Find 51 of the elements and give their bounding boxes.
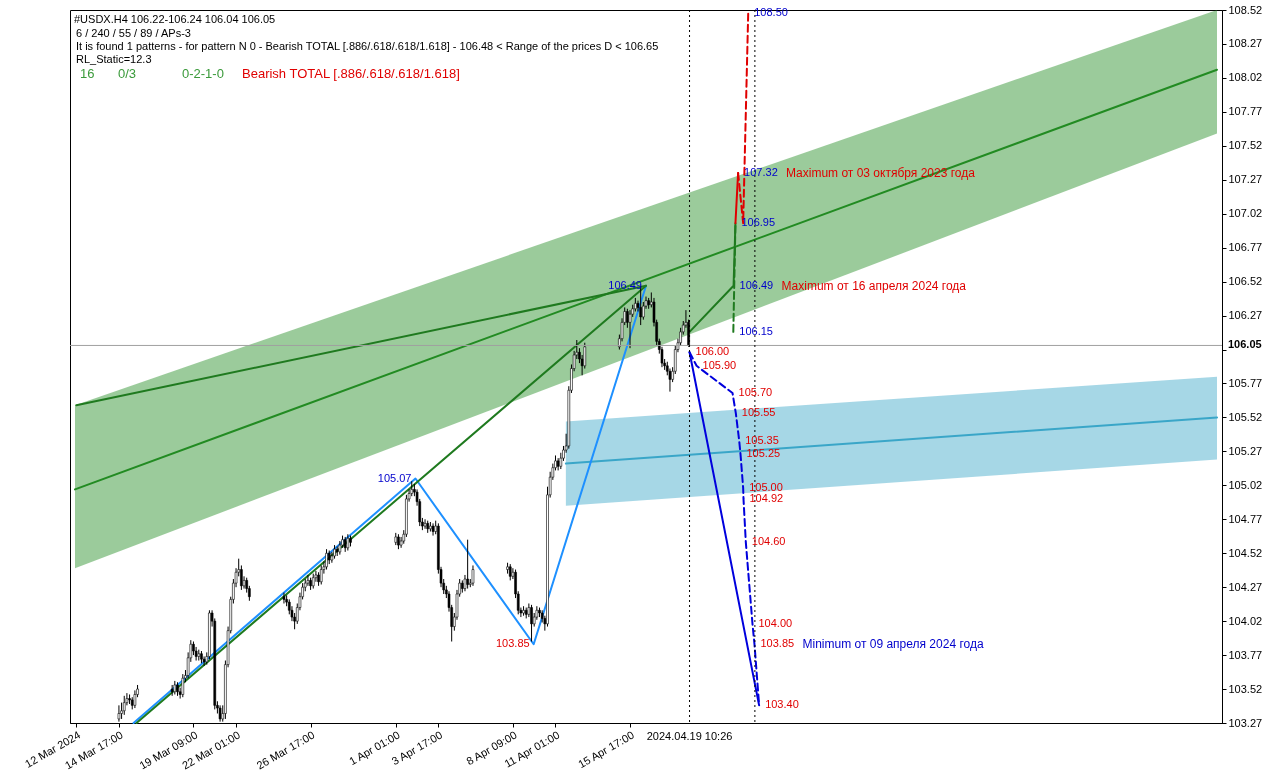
annotation: 105.25 <box>746 447 781 460</box>
y-tick-label: 107.77 <box>1228 105 1263 118</box>
annotation: 106.95 <box>741 216 776 229</box>
annotation: 103.85 <box>496 637 530 650</box>
annotation: 107.32 <box>744 165 778 178</box>
annotation: 105.55 <box>741 406 776 419</box>
y-tick-label: 103.77 <box>1228 648 1263 661</box>
annotation: 103.40 <box>765 698 799 711</box>
annotation: 104.60 <box>751 535 786 548</box>
annotation: 16 <box>80 66 95 81</box>
annotation: 105.90 <box>702 358 737 371</box>
annotation: 105.70 <box>738 385 773 398</box>
annotation: 105.35 <box>745 433 779 446</box>
annotation: 6 / 240 / 55 / 89 / APs-3 <box>76 27 191 39</box>
y-tick-label: 108.52 <box>1228 3 1263 16</box>
annotation: 106.49 <box>739 278 774 291</box>
annotation: 104.00 <box>758 616 793 629</box>
annotation: 105.07 <box>377 471 412 484</box>
annotation: RL_Static=12.3 <box>76 53 152 65</box>
y-tick-label: 106.52 <box>1228 275 1263 288</box>
y-tick-label: 108.02 <box>1228 71 1263 84</box>
y-tick-label: 107.27 <box>1228 173 1263 186</box>
annotation: Minimum от 09 апреля 2024 года <box>802 637 984 652</box>
annotation: 0/3 <box>118 66 137 81</box>
y-tick-label: 105.27 <box>1228 444 1263 457</box>
y-tick-label: 108.27 <box>1228 37 1263 50</box>
annotation: 104.92 <box>749 491 784 504</box>
annotation: 103.85 <box>760 637 795 650</box>
annotation: 105.00 <box>749 481 783 494</box>
y-tick-label: 105.02 <box>1228 478 1263 491</box>
y-tick-label: 104.27 <box>1228 580 1263 593</box>
annotation: It is found 1 patterns - for pattern N 0 - Bearish TOTAL [.886/.618/.618/1.618] - 106.48 < Range of the prices D < 106.65 <box>76 40 659 52</box>
chart-title: #USDX.H4 106.22-106.24 106.04 106.05 <box>74 13 276 25</box>
y-tick-label: 106.77 <box>1228 241 1263 254</box>
annotation: Bearish TOTAL [.886/.618/.618/1.618] <box>242 66 460 81</box>
annotation: 106.15 <box>739 324 773 337</box>
y-tick-label: 106.27 <box>1228 309 1263 322</box>
y-tick-label: 104.02 <box>1228 614 1263 627</box>
annotation: 106.00 <box>695 345 730 358</box>
y-tick-label: 105.52 <box>1228 410 1263 423</box>
y-tick-label: 103.52 <box>1228 682 1263 695</box>
annotation: 0-2-1-0 <box>182 66 224 81</box>
y-tick-label: 105.77 <box>1228 376 1263 389</box>
y-tick-label: 104.77 <box>1228 512 1263 525</box>
annotation: Maximum от 16 апреля 2024 года <box>781 278 967 293</box>
y-tick-label: 103.27 <box>1228 716 1263 729</box>
ref-line-label: 2024.04.19 10:26 <box>646 730 733 742</box>
y-tick-label: 107.52 <box>1228 139 1263 152</box>
y-tick-label: 107.02 <box>1228 207 1263 220</box>
y-tick-label: 104.52 <box>1228 546 1263 559</box>
ref-line-label: 106.05 <box>1228 338 1262 351</box>
